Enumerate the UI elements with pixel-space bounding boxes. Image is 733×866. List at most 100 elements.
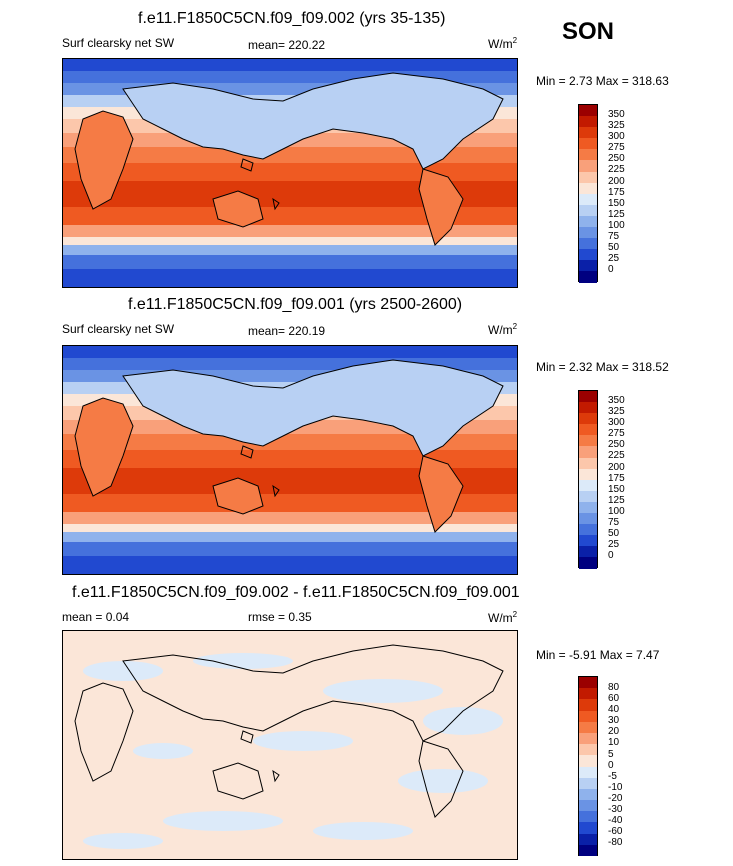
panel2-colorbar-swatch (579, 391, 597, 403)
panel2-tick-label: 75 (608, 517, 620, 528)
panel2-colorbar-swatch (579, 513, 597, 525)
panel3-tick-label: -30 (608, 804, 623, 815)
panel2-colorbar-swatch (579, 524, 597, 536)
panel3-colorbar-swatch (579, 766, 597, 778)
panel3-tick-label: 40 (608, 704, 620, 715)
panel3-units: W/m2 (488, 610, 518, 625)
panel1-map-svg (63, 59, 517, 287)
panel2-title: f.e11.F1850C5CN.f09_f09.001 (yrs 2500-26… (128, 296, 463, 313)
panel3-colorbar-swatch (579, 844, 597, 856)
panel2-colorbar-swatch (579, 413, 597, 425)
panel3-colorbar-swatch (579, 800, 597, 812)
panel1-colorbar-swatch (579, 227, 597, 239)
panel3-map (62, 630, 518, 860)
panel3-tick-label: 10 (608, 737, 620, 748)
panel2-map (62, 345, 518, 575)
panel3-tick-label: -80 (608, 837, 623, 848)
panel1-tick-label: 0 (608, 264, 614, 275)
panel2-colorbar-swatch (579, 546, 597, 558)
panel3-tick-label: 5 (608, 749, 614, 760)
panel3-tick-label: -60 (608, 826, 623, 837)
panel2-tick-label: 50 (608, 528, 620, 539)
panel2-colorbar-swatch (579, 457, 597, 469)
panel3-tick-label: 0 (608, 760, 614, 771)
panel3-colorbar-swatch (579, 822, 597, 834)
panel3-map-svg (63, 631, 517, 859)
panel1-minmax: Min = 2.73 Max = 318.63 (536, 74, 669, 88)
panel3-tick-label: -5 (608, 771, 617, 782)
panel1-tick-label: 300 (608, 131, 625, 142)
panel2-tick-label: 100 (608, 506, 625, 517)
panel3-tick-label: -20 (608, 793, 623, 804)
panel3-colorbar-swatch (579, 833, 597, 845)
panel2-colorbar-swatch (579, 446, 597, 458)
panel3-title: f.e11.F1850C5CN.f09_f09.002 - f.e11.F185… (72, 584, 520, 601)
panel2-colorbar (578, 390, 598, 569)
panel1-colorbar-swatch (579, 138, 597, 150)
panel1-tick-label: 50 (608, 242, 620, 253)
panel1-tick-label: 25 (608, 253, 620, 264)
panel1-title: f.e11.F1850C5CN.f09_f09.002 (yrs 35-135) (138, 10, 446, 27)
panel2-tick-label: 25 (608, 539, 620, 550)
panel1-tick-label: 200 (608, 176, 625, 187)
panel3-colorbar (578, 676, 598, 856)
panel2-variable-label: Surf clearsky net SW (62, 322, 175, 336)
panel1-tick-label: 100 (608, 220, 625, 231)
panel1-colorbar-swatch (579, 116, 597, 128)
panel1-colorbar-swatch (579, 204, 597, 216)
panel3-colorbar-swatch (579, 732, 597, 745)
panel2-map-svg (63, 346, 517, 574)
panel2-colorbar-swatch (579, 490, 597, 502)
panel2-tick-label: 175 (608, 473, 625, 484)
panel1-colorbar-swatch (579, 105, 597, 117)
panel3-tick-label: 20 (608, 726, 620, 737)
panel3-colorbar-swatch (579, 777, 597, 789)
panel1-tick-label: 250 (608, 153, 625, 164)
panel1-colorbar-swatch (579, 215, 597, 228)
panel3-colorbar-swatch (579, 788, 597, 801)
panel2-colorbar-swatch (579, 501, 597, 514)
panel1-variable-label: Surf clearsky net SW (62, 36, 175, 50)
panel1-tick-label: 125 (608, 209, 625, 220)
panel2-units: W/m2 (488, 322, 518, 337)
season-label: SON (562, 18, 615, 45)
panel3-tick-label: -10 (608, 782, 623, 793)
panel1-tick-label: 75 (608, 231, 620, 242)
panel3-tick-label: 60 (608, 693, 620, 704)
panel1-tick-label: 350 (608, 109, 625, 120)
panel2-tick-label: 325 (608, 406, 625, 417)
panel3-tick-label: -40 (608, 815, 623, 826)
panel1-map (62, 58, 518, 288)
panel3-colorbar-swatch (579, 677, 597, 689)
panel2-tick-label: 250 (608, 439, 625, 450)
panel1-colorbar-swatch (579, 193, 597, 205)
panel2-tick-label: 225 (608, 450, 625, 461)
panel2-mean-label: mean= 220.19 (248, 324, 326, 338)
panel2-tick-label: 200 (608, 462, 625, 473)
panel2-colorbar-swatch (579, 468, 597, 480)
panel2-tick-label: 350 (608, 395, 625, 406)
panel1-colorbar-swatch (579, 249, 597, 261)
panel3-tick-label: 30 (608, 715, 620, 726)
panel1-colorbar (578, 104, 598, 283)
panel2-colorbar-swatch (579, 435, 597, 447)
panel3-tick-label: 80 (608, 682, 620, 693)
panel3-colorbar-swatch (579, 721, 597, 733)
panel2-colorbar-swatch (579, 402, 597, 414)
panel3-colorbar-swatch (579, 710, 597, 722)
panel3-rmse-label: rmse = 0.35 (248, 610, 312, 624)
panel1-colorbar-swatch (579, 182, 597, 194)
panel3-colorbar-swatch (579, 699, 597, 711)
panel2-tick-label: 150 (608, 484, 625, 495)
panel2-minmax: Min = 2.32 Max = 318.52 (536, 360, 669, 374)
panel2-tick-label: 275 (608, 428, 625, 439)
panel1-tick-label: 275 (608, 142, 625, 153)
panel1-colorbar-swatch (579, 171, 597, 183)
panel2-tick-label: 0 (608, 550, 614, 561)
panel1-units: W/m2 (488, 36, 518, 51)
panel1-colorbar-swatch (579, 238, 597, 250)
panel2-colorbar-swatch (579, 424, 597, 436)
panel1-colorbar-swatch (579, 260, 597, 272)
panel3-colorbar-swatch (579, 811, 597, 823)
panel3-colorbar-swatch (579, 688, 597, 700)
